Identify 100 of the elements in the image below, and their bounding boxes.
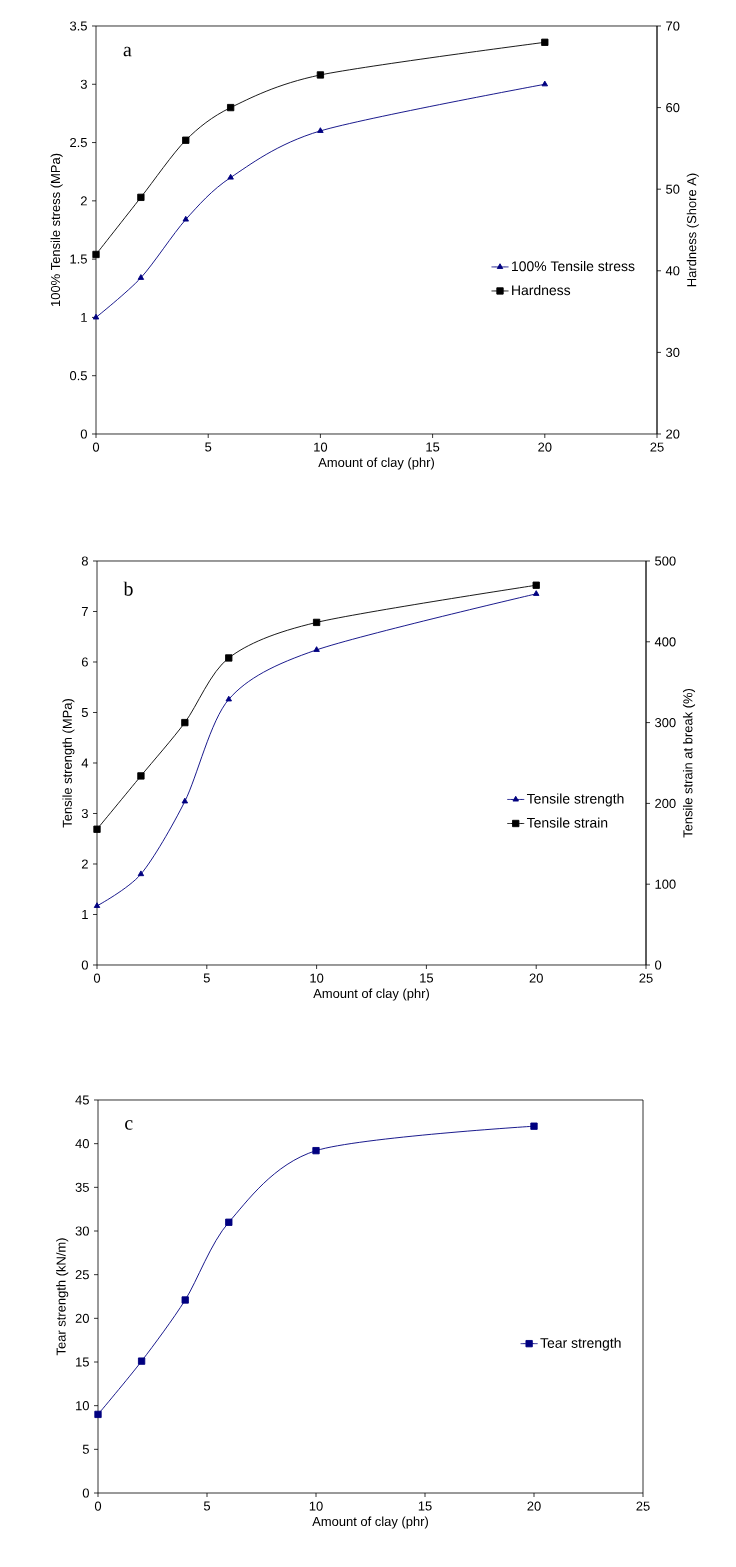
point bbox=[312, 1147, 320, 1155]
y-tick-label: 3 bbox=[81, 808, 88, 819]
y2-tick-label: 50 bbox=[666, 184, 680, 194]
y-tick-label: 0 bbox=[80, 429, 87, 439]
legend-label: Tensile strain bbox=[526, 817, 608, 828]
y2-tick-label: 400 bbox=[654, 637, 676, 647]
y-tick-label: 45 bbox=[75, 1095, 89, 1105]
y-tick-label: 1.5 bbox=[70, 254, 87, 264]
y-tick-label: 3 bbox=[80, 79, 87, 89]
y-tick-label: 30 bbox=[75, 1226, 89, 1236]
x-tick-label: 15 bbox=[426, 442, 440, 452]
x-tick-label: 0 bbox=[94, 1501, 102, 1511]
y-tick-label: 2.5 bbox=[70, 137, 87, 148]
y2-tick-label: 60 bbox=[666, 103, 680, 113]
x-tick-label: 5 bbox=[203, 1501, 211, 1511]
y-tick-label: 1 bbox=[82, 910, 88, 919]
y-tick-label: 25 bbox=[75, 1270, 89, 1280]
y2-tick-label: 300 bbox=[655, 718, 676, 728]
y-tick-label: 6 bbox=[81, 657, 88, 667]
y-tick-label: 35 bbox=[75, 1182, 89, 1192]
point bbox=[225, 1218, 233, 1226]
point bbox=[541, 38, 549, 46]
y-tick-label: 2 bbox=[81, 859, 88, 869]
point bbox=[227, 173, 234, 180]
x-tick-label: 15 bbox=[418, 1501, 432, 1511]
y-tick-label: 15 bbox=[76, 1357, 89, 1367]
legend-label: 100% Tensile stress bbox=[512, 260, 635, 272]
point bbox=[181, 797, 189, 804]
x-tick-label: 10 bbox=[314, 442, 328, 452]
annotation: c bbox=[125, 1120, 133, 1130]
point bbox=[92, 250, 100, 259]
point bbox=[227, 103, 235, 112]
annotation: b bbox=[123, 581, 133, 596]
point bbox=[137, 193, 145, 201]
point bbox=[225, 695, 232, 702]
point bbox=[137, 274, 145, 280]
y2-axis-title: Hardness (Shore A) bbox=[686, 173, 699, 287]
y-tick-label: 0 bbox=[82, 1488, 89, 1498]
legend-label: Tear strength bbox=[540, 1337, 621, 1351]
x-axis-title: Amount of clay (phr) bbox=[312, 1516, 428, 1529]
x-tick-label: 20 bbox=[538, 442, 552, 452]
x-tick-label: 0 bbox=[93, 973, 101, 983]
point bbox=[313, 646, 320, 652]
point bbox=[94, 1410, 102, 1419]
y-tick-label: 4 bbox=[81, 758, 89, 768]
y-axis-title: Tear strength (kN/m) bbox=[56, 1238, 69, 1356]
y2-tick-label: 40 bbox=[665, 266, 680, 276]
y2-tick-label: 30 bbox=[666, 347, 680, 357]
y-tick-label: 1 bbox=[81, 312, 87, 322]
point bbox=[137, 772, 145, 780]
point bbox=[316, 71, 325, 79]
x-tick-label: 0 bbox=[92, 442, 100, 452]
x-tick-label: 5 bbox=[203, 973, 210, 983]
point bbox=[137, 1357, 146, 1365]
y2-tick-label: 20 bbox=[666, 429, 680, 439]
point bbox=[530, 1122, 538, 1130]
point bbox=[541, 80, 549, 87]
x-tick-label: 10 bbox=[310, 973, 324, 983]
y-tick-label: 2 bbox=[80, 196, 87, 206]
x-tick-label: 5 bbox=[205, 442, 212, 452]
y2-axis-title: Tensile strain at break (%) bbox=[682, 688, 696, 838]
y2-tick-label: 70 bbox=[666, 21, 680, 31]
point bbox=[182, 136, 190, 144]
y2-tick-label: 0 bbox=[655, 960, 662, 970]
point bbox=[93, 902, 101, 908]
point bbox=[225, 654, 233, 662]
y-tick-label: 20 bbox=[75, 1313, 89, 1323]
y-tick-label: 7 bbox=[81, 607, 88, 616]
y-tick-label: 10 bbox=[76, 1401, 89, 1411]
point bbox=[532, 581, 540, 589]
x-tick-label: 20 bbox=[529, 973, 543, 983]
y2-tick-label: 100 bbox=[655, 879, 676, 889]
y2-tick-label: 500 bbox=[655, 556, 676, 566]
legend-label: Tensile strength bbox=[526, 793, 624, 807]
y-tick-label: 8 bbox=[81, 556, 88, 566]
y-tick-label: 0 bbox=[81, 960, 88, 970]
point bbox=[181, 718, 189, 727]
x-tick-label: 15 bbox=[420, 973, 434, 983]
y-axis-title: Tensile strength (MPa) bbox=[62, 699, 75, 828]
y-tick-label: 0.5 bbox=[69, 371, 87, 381]
annotation: a bbox=[123, 46, 132, 57]
point bbox=[312, 618, 321, 627]
x-tick-label: 25 bbox=[639, 973, 653, 983]
point bbox=[137, 870, 145, 877]
point bbox=[93, 825, 101, 833]
x-tick-label: 25 bbox=[636, 1501, 650, 1511]
y2-tick-label: 200 bbox=[655, 798, 676, 808]
x-axis-title: Amount of clay (phr) bbox=[313, 988, 429, 1001]
y-tick-label: 5 bbox=[82, 1444, 89, 1454]
y-tick-label: 40 bbox=[75, 1139, 89, 1149]
point bbox=[317, 127, 324, 133]
point bbox=[533, 590, 540, 596]
y-axis-title: 100% Tensile stress (MPa) bbox=[50, 153, 63, 307]
x-tick-label: 10 bbox=[309, 1501, 323, 1511]
legend-label: Hardness bbox=[512, 284, 571, 296]
x-axis-title: Amount of clay (phr) bbox=[318, 457, 434, 470]
x-tick-label: 20 bbox=[527, 1501, 541, 1511]
point bbox=[182, 215, 189, 222]
point bbox=[92, 313, 100, 320]
point bbox=[181, 1296, 189, 1304]
